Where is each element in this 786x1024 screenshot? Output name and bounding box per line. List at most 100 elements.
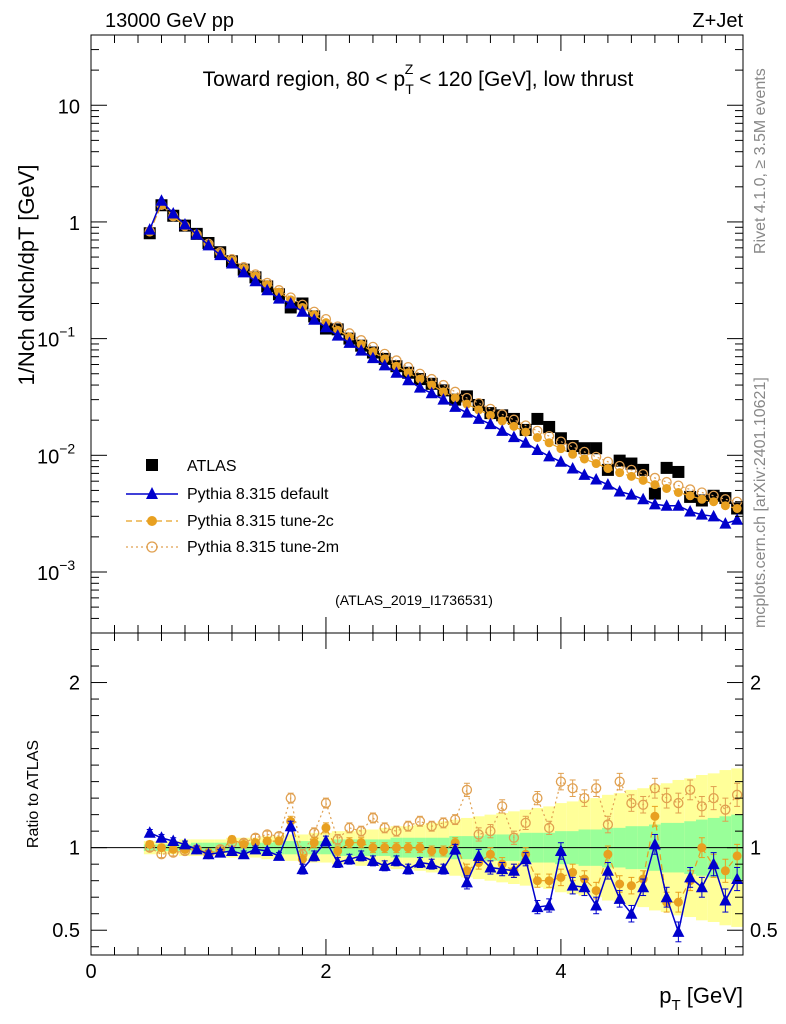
ratio-point-pythia-8-315-default	[625, 907, 638, 919]
ratio-y-tick-label-left: 2	[69, 673, 80, 695]
ratio-point-pythia-8-315-tune-2c	[462, 866, 472, 876]
main-point-pythia-8-315-default	[378, 358, 391, 371]
main-point-pythia-8-315-tune-2c	[662, 483, 672, 493]
main-point-pythia-8-315-default	[625, 488, 638, 500]
ratio-point-pythia-8-315-tune-2m	[426, 821, 437, 832]
process-label: Z+Jet	[692, 10, 743, 32]
ratio-point-pythia-8-315-tune-2m	[414, 816, 426, 827]
main-title: Toward region, 80 < pTZ < 120 [GeV], low…	[203, 61, 634, 97]
main-points	[143, 194, 744, 529]
ratio-point-pythia-8-315-default	[143, 826, 156, 838]
main-point-pythia-8-315-default	[648, 497, 661, 510]
ratio-point-pythia-8-315-default	[214, 846, 227, 858]
main-point-pythia-8-315-default	[202, 238, 215, 251]
ratio-point-pythia-8-315-default	[319, 834, 332, 847]
ratio-point-pythia-8-315-default	[202, 847, 215, 860]
ratio-point-pythia-8-315-tune-2m	[285, 792, 296, 804]
ratio-point-pythia-8-315-default	[613, 892, 626, 904]
ratio-point-pythia-8-315-default	[719, 894, 732, 906]
ratio-point-pythia-8-315-default	[648, 837, 661, 850]
main-panel: 10−3 10−2 10−1 1 10 Toward region, 80 < pTZ …	[14, 34, 744, 634]
ratio-point-pythia-8-315-tune-2c	[391, 843, 401, 853]
ratio-point-pythia-8-315-default	[413, 856, 426, 868]
legend: ATLAS Pythia 8.315 default Pythia 8.315 …	[126, 458, 339, 556]
legend-label-tune2c: Pythia 8.315 tune-2c	[187, 513, 334, 530]
main-point-atlas	[719, 492, 732, 505]
ratio-point-pythia-8-315-tune-2m	[391, 826, 402, 837]
ratio-point-pythia-8-315-default	[507, 864, 520, 876]
ratio-point-pythia-8-315-default	[672, 925, 685, 937]
title-pre: Toward region, 80 < p	[203, 68, 406, 91]
legend-marker-atlas	[146, 459, 158, 471]
main-point-pythia-8-315-default	[601, 478, 614, 490]
main-point-pythia-8-315-default	[261, 283, 274, 296]
title-sup: Z	[405, 61, 414, 77]
main-point-pythia-8-315-default	[366, 351, 379, 364]
ratio-point-pythia-8-315-tune-2c	[650, 811, 660, 821]
ratio-point-pythia-8-315-default	[472, 849, 485, 861]
main-point-pythia-8-315-default	[143, 223, 156, 235]
x-label-pre: p	[659, 983, 671, 1008]
main-y-tick-label: 1	[69, 213, 80, 235]
ratio-point-pythia-8-315-default	[355, 849, 368, 861]
ratio-point-pythia-8-315-default	[237, 847, 250, 860]
ratio-point-pythia-8-315-tune-2c	[615, 879, 625, 889]
main-y-tick-base: 10	[37, 563, 59, 585]
ratio-point-pythia-8-315-tune-2c	[333, 846, 343, 856]
ratio-point-pythia-8-315-tune-2m	[626, 797, 637, 809]
legend-label-default: Pythia 8.315 default	[187, 486, 329, 503]
rivet-label: Rivet 4.1.0, ≥ 3.5M events	[752, 68, 769, 254]
main-point-pythia-8-315-default	[402, 373, 415, 386]
main-y-ticks: 10−3 10−2 10−1 1 10	[37, 34, 743, 634]
main-point-pythia-8-315-tune-2c	[650, 480, 660, 490]
ratio-point-pythia-8-315-tune-2m	[708, 792, 719, 804]
main-point-pythia-8-315-default	[284, 296, 297, 309]
ratio-point-pythia-8-315-tune-2m	[520, 817, 531, 829]
ratio-point-pythia-8-315-tune-2m	[461, 784, 473, 796]
ratio-point-pythia-8-315-tune-2c	[697, 843, 707, 853]
ratio-point-pythia-8-315-tune-2m	[544, 822, 555, 834]
main-point-pythia-8-315-default	[425, 386, 438, 399]
main-point-pythia-8-315-tune-2c	[427, 380, 437, 390]
main-point-pythia-8-315-default	[554, 455, 567, 467]
ratio-point-pythia-8-315-tune-2m	[508, 832, 520, 843]
ratio-point-pythia-8-315-default	[378, 859, 391, 871]
main-point-atlas	[590, 442, 603, 455]
main-point-pythia-8-315-default	[449, 400, 462, 412]
ratio-point-pythia-8-315-tune-2c	[544, 876, 554, 886]
ratio-point-pythia-8-315-default	[366, 854, 379, 866]
ratio-point-pythia-8-315-tune-2m	[731, 789, 743, 800]
main-point-pythia-8-315-tune-2c	[638, 475, 648, 485]
ratio-point-pythia-8-315-default	[449, 842, 462, 855]
main-y-tick-label: 10−1	[37, 324, 75, 352]
main-y-tick-label: 10−2	[37, 440, 75, 468]
main-point-pythia-8-315-default	[660, 499, 673, 511]
title-sub: T	[405, 81, 414, 97]
main-point-pythia-8-315-tune-2c	[685, 491, 695, 501]
main-point-pythia-8-315-default	[507, 430, 520, 443]
ratio-point-pythia-8-315-default	[343, 852, 356, 865]
ratio-point-pythia-8-315-tune-2c	[591, 886, 601, 896]
x-label-sub: T	[671, 997, 680, 1014]
main-y-tick-label: 10−3	[37, 557, 75, 585]
main-point-pythia-8-315-default	[519, 436, 532, 448]
ratio-point-pythia-8-315-tune-2m	[473, 829, 484, 840]
ratio-point-pythia-8-315-tune-2m	[673, 797, 684, 809]
ratio-x-ticks: 0 2 4	[85, 633, 726, 983]
ratio-point-pythia-8-315-tune-2c	[156, 843, 166, 853]
main-point-pythia-8-315-tune-2c	[579, 454, 589, 464]
ratio-point-pythia-8-315-default	[402, 862, 415, 875]
ratio-x-tick-label: 4	[555, 961, 566, 983]
ratio-point-pythia-8-315-tune-2c	[321, 823, 331, 833]
main-point-pythia-8-315-default	[249, 274, 262, 287]
ratio-point-pythia-8-315-tune-2m	[403, 821, 414, 832]
main-point-pythia-8-315-tune-2c	[438, 387, 448, 397]
main-point-pythia-8-315-tune-2c	[615, 468, 625, 478]
ratio-point-pythia-8-315-tune-2m	[720, 804, 731, 815]
ratio-point-pythia-8-315-tune-2c	[720, 866, 730, 876]
ratio-point-pythia-8-315-tune-2c	[368, 843, 378, 853]
main-point-pythia-8-315-default	[237, 265, 250, 278]
main-point-atlas	[543, 420, 556, 433]
ratio-point-pythia-8-315-tune-2m	[356, 826, 367, 837]
